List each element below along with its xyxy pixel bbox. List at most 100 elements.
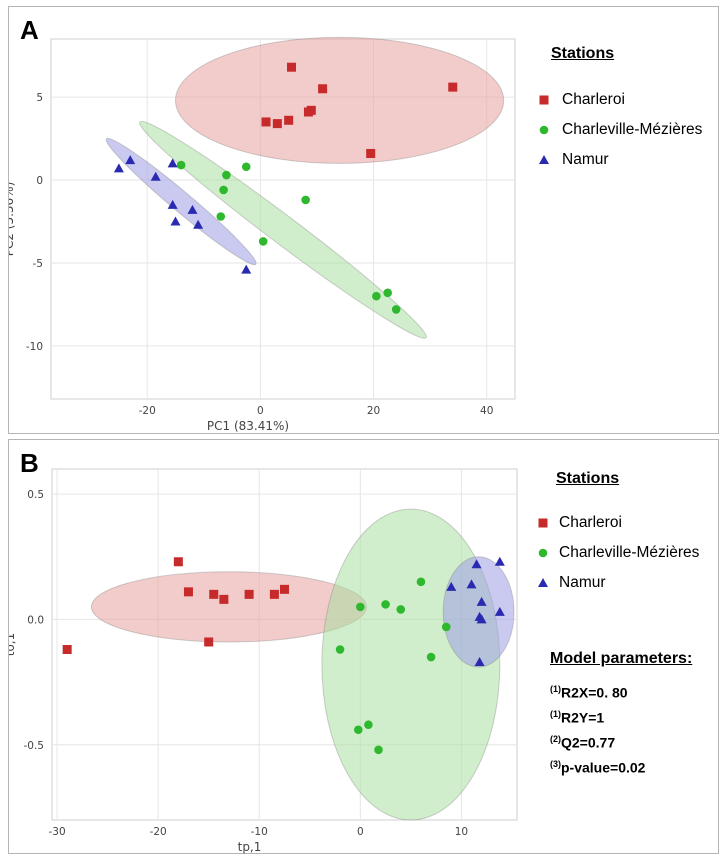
y-tick-label: 0.0 — [27, 614, 44, 626]
point-charleville-m-zi-res — [219, 185, 228, 195]
point-charleville-m-zi-res — [241, 162, 251, 172]
confidence-ellipses — [90, 508, 515, 821]
point-charleville-m-zi-res — [364, 720, 373, 730]
point-charleroi — [183, 587, 193, 597]
point-charleville-m-zi-res — [391, 305, 401, 314]
point-charleroi — [173, 557, 183, 567]
point-charleroi — [306, 105, 316, 115]
legend-marker-charleroi — [539, 95, 549, 105]
point-charleville-m-zi-res — [353, 725, 363, 735]
x-tick-label: -20 — [150, 826, 167, 838]
point-namur — [187, 204, 198, 214]
point-charleville-m-zi-res — [356, 602, 365, 612]
point-charleville-m-zi-res — [441, 622, 451, 632]
panel-letter-b: B — [20, 448, 39, 478]
model-param-q2: (2)Q2=0.77 — [550, 734, 616, 751]
point-charleville-m-zi-res — [416, 577, 426, 587]
x-axis-label: tp,1 — [238, 840, 262, 854]
point-namur — [125, 155, 136, 165]
point-namur — [476, 614, 487, 624]
point-charleville-m-zi-res — [335, 645, 345, 654]
legend-marker-charleville-m-zi-res — [539, 125, 549, 135]
y-tick-label: -5 — [33, 258, 43, 270]
point-charleville-m-zi-res — [372, 291, 381, 301]
point-namur — [466, 579, 477, 589]
legend-markers — [538, 518, 548, 587]
y-axis-label: PC2 (5.56%) — [9, 182, 16, 257]
legend-marker-namur — [538, 578, 548, 587]
panel-letter-a: A — [20, 15, 39, 45]
y-tick-label: 5 — [36, 92, 43, 104]
legend-title: Stations — [551, 45, 615, 62]
model-parameters-title: Model parameters: — [550, 650, 693, 667]
x-tick-label: -30 — [48, 826, 65, 838]
grid — [51, 39, 515, 399]
point-namur — [494, 606, 505, 616]
legend-item-namur: Namur — [559, 574, 606, 591]
ellipse-namur — [105, 137, 257, 266]
legend-item-charleville: Charleville-Mézières — [562, 121, 703, 138]
model-param-r2y: (1)R2Y=1 — [550, 709, 605, 726]
point-charleroi — [286, 62, 296, 72]
point-charleroi — [280, 584, 289, 594]
point-charleville-m-zi-res — [383, 288, 392, 298]
y-axis-label: to,1 — [9, 633, 17, 657]
legend-markers — [539, 95, 549, 164]
y-tick-label: -10 — [26, 341, 43, 353]
legend-item-charleroi: Charleroi — [562, 91, 625, 108]
ellipse-charleville-m-zi-res — [139, 120, 427, 339]
point-namur — [113, 163, 124, 173]
point-charleroi — [269, 589, 279, 599]
point-namur — [241, 264, 252, 274]
point-namur — [476, 596, 487, 606]
confidence-ellipses — [105, 36, 505, 339]
point-charleroi — [62, 645, 72, 655]
point-charleroi — [261, 117, 271, 127]
point-namur — [494, 556, 505, 566]
x-tick-label: 10 — [455, 826, 468, 838]
y-tick-label: -0.5 — [24, 740, 45, 752]
x-tick-label: -20 — [139, 405, 156, 417]
point-charleville-m-zi-res — [216, 212, 226, 221]
point-namur — [150, 171, 161, 181]
point-charleville-m-zi-res — [381, 600, 390, 609]
point-namur — [193, 219, 204, 229]
pca-scatter-chart: -20 0 20 40 5 0 -5 -10 PC1 (83.41%) PC2 (5.56%) — [9, 36, 549, 433]
point-namur — [167, 158, 178, 168]
point-namur — [471, 559, 482, 569]
legend-item-charleroi: Charleroi — [559, 514, 622, 531]
point-charleville-m-zi-res — [426, 652, 436, 662]
point-charleroi — [219, 594, 229, 604]
legend-marker-charleville-m-zi-res — [538, 548, 548, 558]
point-charleville-m-zi-res — [396, 605, 406, 614]
x-tick-label: 0 — [257, 405, 264, 417]
point-charleroi — [284, 115, 294, 125]
point-charleville-m-zi-res — [222, 170, 231, 180]
ellipse-charleroi — [174, 36, 505, 164]
point-namur — [170, 216, 181, 226]
data-points — [113, 62, 458, 314]
point-charleroi — [209, 589, 219, 599]
y-tick-label: 0 — [36, 175, 43, 187]
x-tick-label: 0 — [357, 826, 364, 838]
point-namur — [167, 199, 178, 209]
point-charleville-m-zi-res — [301, 195, 310, 205]
point-charleroi — [204, 637, 214, 647]
point-charleville-m-zi-res — [374, 745, 383, 755]
x-axis-label: PC1 (83.41%) — [207, 419, 289, 433]
y-tick-label: 0.5 — [27, 489, 44, 501]
panel-a: A -20 0 20 40 5 0 -5 -10 PC1 (83.41%) PC2 (5.56%)… — [8, 6, 719, 434]
legend-marker-charleroi — [538, 518, 548, 528]
point-charleroi — [366, 148, 376, 158]
point-charleville-m-zi-res — [258, 237, 268, 246]
legend-title: Stations — [556, 470, 620, 487]
x-tick-label: 20 — [367, 405, 380, 417]
opls-scatter-chart: -30 -20 -10 0 10 0.5 0.0 -0.5 tp,1 to,1 — [9, 468, 548, 854]
point-namur — [446, 581, 457, 591]
point-charleville-m-zi-res — [176, 160, 186, 170]
x-tick-label: 40 — [480, 405, 493, 417]
point-charleroi — [318, 84, 328, 94]
point-charleroi — [448, 82, 458, 92]
panel-b: B -30 -20 -10 0 10 0.5 0.0 -0.5 tp,1 to,1 Station… — [8, 439, 719, 854]
data-points — [62, 556, 505, 755]
